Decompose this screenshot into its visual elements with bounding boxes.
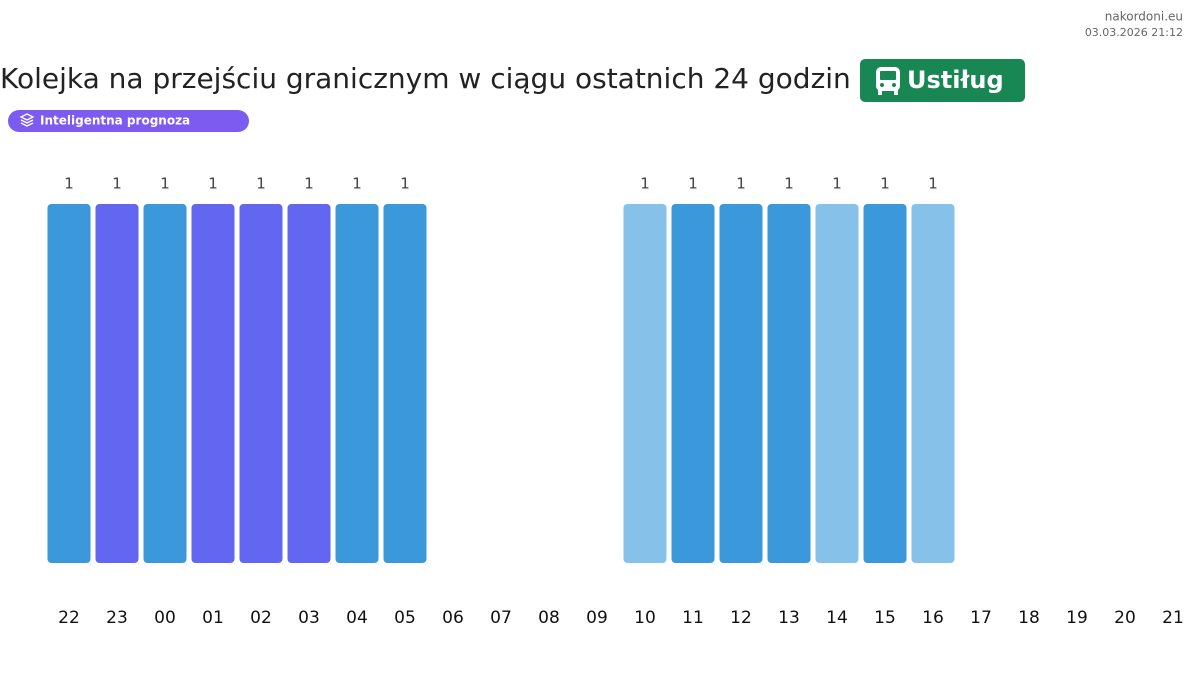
bar bbox=[239, 204, 283, 563]
bar bbox=[95, 204, 139, 563]
x-tick-label: 22 bbox=[58, 608, 80, 628]
bar bbox=[719, 204, 763, 563]
place: Ustiług bbox=[907, 66, 1004, 94]
x-tick-label: 00 bbox=[154, 608, 176, 628]
value-label: 1 bbox=[352, 175, 362, 193]
x-tick-label: 23 bbox=[106, 608, 128, 628]
bar bbox=[671, 204, 715, 563]
bar bbox=[863, 204, 907, 563]
x-tick-label: 17 bbox=[970, 608, 992, 628]
value-label: 1 bbox=[688, 175, 698, 193]
value-label: 1 bbox=[784, 175, 794, 193]
bar bbox=[623, 204, 667, 563]
x-tick-label: 06 bbox=[442, 608, 464, 628]
bus-icon bbox=[876, 67, 900, 95]
bar bbox=[815, 204, 859, 563]
site: nakordoni.eu bbox=[1105, 10, 1183, 24]
value-label: 1 bbox=[208, 175, 218, 193]
x-tick-label: 04 bbox=[346, 608, 368, 628]
x-tick-label: 12 bbox=[730, 608, 752, 628]
value-label: 1 bbox=[304, 175, 314, 193]
layers-icon bbox=[19, 113, 35, 127]
value-label: 1 bbox=[928, 175, 938, 193]
value-label: 1 bbox=[736, 175, 746, 193]
x-tick-label: 14 bbox=[826, 608, 848, 628]
value-label: 1 bbox=[160, 175, 170, 193]
bar bbox=[143, 204, 187, 563]
bar bbox=[287, 204, 331, 563]
bar bbox=[191, 204, 235, 563]
place-badge bbox=[860, 59, 1025, 102]
x-tick-label: 11 bbox=[682, 608, 704, 628]
x-tick-label: 15 bbox=[874, 608, 896, 628]
value-label: 1 bbox=[64, 175, 74, 193]
x-tick-label: 01 bbox=[202, 608, 224, 628]
x-tick-label: 20 bbox=[1114, 608, 1136, 628]
forecast-badge bbox=[8, 110, 249, 132]
value-label: 1 bbox=[640, 175, 650, 193]
x-tick-label: 13 bbox=[778, 608, 800, 628]
x-tick-label: 19 bbox=[1066, 608, 1088, 628]
value-label: 1 bbox=[112, 175, 122, 193]
bar bbox=[383, 204, 427, 563]
x-tick-label: 03 bbox=[298, 608, 320, 628]
x-tick-label: 09 bbox=[586, 608, 608, 628]
x-tick-label: 18 bbox=[1018, 608, 1040, 628]
x-tick-label: 10 bbox=[634, 608, 656, 628]
timestamp: 03.03.2026 21:12 bbox=[1085, 26, 1183, 39]
value-label: 1 bbox=[256, 175, 266, 193]
x-tick-label: 05 bbox=[394, 608, 416, 628]
bar bbox=[47, 204, 91, 563]
bar bbox=[911, 204, 955, 563]
x-tick-label: 16 bbox=[922, 608, 944, 628]
value-label: 1 bbox=[880, 175, 890, 193]
bar bbox=[335, 204, 379, 563]
forecast-label: Inteligentna prognoza bbox=[40, 114, 190, 128]
x-tick-label: 07 bbox=[490, 608, 512, 628]
value-label: 1 bbox=[832, 175, 842, 193]
x-tick-label: 08 bbox=[538, 608, 560, 628]
chart-title: Kolejka na przejściu granicznym w ciągu … bbox=[0, 62, 851, 95]
x-tick-label: 02 bbox=[250, 608, 272, 628]
value-label: 1 bbox=[400, 175, 410, 193]
bar bbox=[767, 204, 811, 563]
x-tick-label: 21 bbox=[1162, 608, 1184, 628]
